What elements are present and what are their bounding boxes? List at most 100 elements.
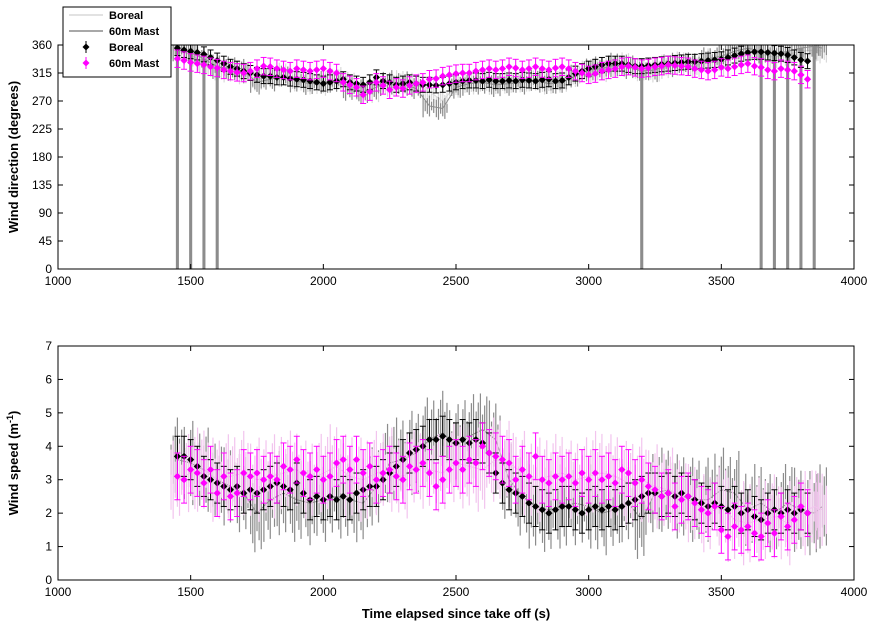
y-tick-label: 5 xyxy=(45,406,52,420)
mean-marker-mast xyxy=(240,69,248,77)
mean-marker-mast xyxy=(604,472,613,480)
mean-marker-mast xyxy=(518,466,526,474)
y-tick-label: 135 xyxy=(32,178,52,192)
y-tick-label: 1 xyxy=(45,540,52,554)
mean-marker-mast xyxy=(253,469,261,477)
mean-marker-mast xyxy=(684,492,692,501)
mean-marker-boreal xyxy=(339,492,347,501)
mean-marker-mast xyxy=(658,62,666,70)
x-tick-label: 3000 xyxy=(575,274,602,288)
mean-marker-mast xyxy=(445,71,453,79)
mean-marker-mast xyxy=(538,476,546,484)
raw-trace-line-mast xyxy=(814,505,823,511)
mean-marker-mast xyxy=(598,476,606,484)
mean-marker-boreal xyxy=(538,506,546,514)
mean-marker-mast xyxy=(803,75,812,83)
mean-marker-mast xyxy=(200,479,208,487)
wind-speed-mean-markers xyxy=(173,415,812,561)
mean-marker-boreal xyxy=(803,57,812,65)
mean-marker-mast xyxy=(777,512,785,521)
wind-speed-y-label-end: ) xyxy=(6,411,21,415)
mean-marker-mast xyxy=(478,442,487,450)
y-tick-label: 180 xyxy=(32,150,52,164)
mean-marker-mast xyxy=(399,476,407,484)
y-tick-label: 3 xyxy=(45,473,52,487)
mean-marker-boreal xyxy=(352,489,361,497)
mean-marker-boreal xyxy=(492,77,500,85)
mean-marker-mast xyxy=(332,459,341,467)
mean-marker-mast xyxy=(764,66,772,74)
mean-marker-mast xyxy=(531,63,540,71)
y-tick-label: 45 xyxy=(39,234,53,248)
mean-marker-mast xyxy=(750,62,759,70)
mean-marker-boreal xyxy=(425,435,434,444)
mean-marker-mast xyxy=(498,65,507,73)
wind-speed-panel: 1000 1500 2000 2500 3000 3500 4000 0 1 2 3 4 5 6 7 Win… xyxy=(5,339,868,621)
mean-marker-mast xyxy=(299,469,308,477)
mean-marker-mast xyxy=(730,63,739,71)
mean-marker-boreal xyxy=(545,509,553,517)
mean-marker-mast xyxy=(379,81,387,90)
mean-marker-mast xyxy=(797,71,805,79)
mean-marker-mast xyxy=(419,459,427,467)
mean-marker-mast xyxy=(405,81,414,90)
mean-marker-mast xyxy=(246,472,254,480)
mean-marker-mast xyxy=(585,476,593,484)
mean-marker-mast xyxy=(193,469,201,477)
mean-marker-mast xyxy=(571,67,580,75)
mean-marker-boreal xyxy=(578,509,586,517)
mean-marker-mast xyxy=(260,476,268,484)
mean-marker-mast xyxy=(405,462,414,470)
mean-marker-boreal xyxy=(326,78,334,86)
mean-marker-mast xyxy=(226,492,235,501)
x-tick-label: 3500 xyxy=(708,585,735,599)
mean-marker-mast xyxy=(664,489,672,497)
mean-marker-mast xyxy=(326,67,334,75)
x-tick-label: 2000 xyxy=(310,274,337,288)
mean-marker-mast xyxy=(691,65,699,73)
mean-marker-boreal xyxy=(525,499,533,507)
x-tick-label: 4000 xyxy=(841,585,868,599)
mean-marker-boreal xyxy=(478,77,487,85)
mean-marker-boreal xyxy=(624,499,633,507)
legend-label: Boreal xyxy=(109,42,143,54)
mean-marker-boreal xyxy=(432,435,440,444)
mean-marker-mast xyxy=(724,532,732,541)
mean-marker-mast xyxy=(459,69,467,77)
legend-box xyxy=(62,6,172,78)
mean-marker-mast xyxy=(419,78,427,86)
mean-marker-mast xyxy=(677,496,686,504)
mean-marker-mast xyxy=(737,61,745,69)
mean-marker-mast xyxy=(777,65,785,73)
mean-marker-mast xyxy=(624,469,633,477)
mean-marker-mast xyxy=(644,64,652,72)
mean-marker-boreal xyxy=(757,48,765,56)
mean-marker-mast xyxy=(240,469,248,477)
mean-marker-boreal xyxy=(777,50,785,58)
mean-marker-mast xyxy=(638,65,646,73)
mean-marker-mast xyxy=(366,88,374,96)
mean-marker-boreal xyxy=(750,48,759,56)
mean-marker-mast xyxy=(266,472,274,480)
mean-marker-mast xyxy=(744,522,752,531)
mean-marker-mast xyxy=(624,62,633,70)
raw-trace-line-mast xyxy=(800,45,815,49)
mean-marker-mast xyxy=(313,66,321,74)
y-tick-label: 0 xyxy=(45,262,52,276)
mean-marker-mast xyxy=(319,476,327,484)
mean-marker-boreal xyxy=(585,506,593,514)
mean-marker-mast xyxy=(770,529,779,537)
mean-marker-mast xyxy=(220,472,228,480)
y-tick-label: 225 xyxy=(32,122,52,136)
wind-direction-y-axis-label: Wind direction (degrees) xyxy=(6,81,21,233)
mean-marker-mast xyxy=(664,61,672,69)
mean-marker-mast xyxy=(220,66,228,74)
mean-marker-mast xyxy=(187,58,195,67)
wind-speed-axis-ticks: 1000 1500 2000 2500 3000 3500 4000 0 1 2 3 4 5 6 7 xyxy=(45,339,868,599)
mean-marker-mast xyxy=(724,65,732,73)
x-tick-label: 2500 xyxy=(443,274,470,288)
mean-marker-mast xyxy=(386,466,394,474)
mean-marker-mast xyxy=(671,502,679,511)
mean-marker-boreal xyxy=(784,51,792,59)
mean-marker-mast xyxy=(611,479,619,487)
